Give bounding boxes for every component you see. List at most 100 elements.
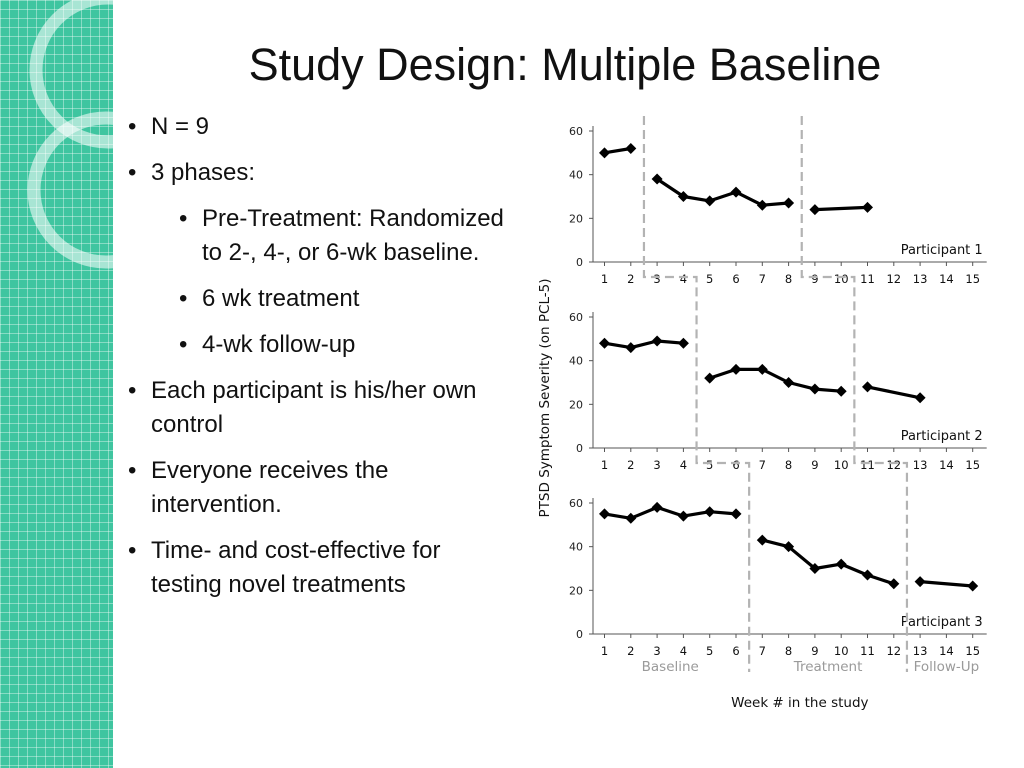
data-point [677, 191, 689, 202]
data-point [783, 377, 795, 388]
data-point [625, 142, 637, 154]
x-tick-label: 10 [834, 644, 849, 658]
x-tick-label: 15 [965, 644, 980, 658]
x-tick-label: 5 [706, 644, 713, 658]
x-tick-label: 8 [785, 458, 792, 472]
x-tick-label: 8 [785, 644, 792, 658]
x-tick-label: 7 [759, 458, 766, 472]
y-axis-title: PTSD Symptom Severity (on PCL-5) [537, 279, 553, 518]
x-tick-label: 12 [886, 458, 901, 472]
x-tick-label: 1 [601, 272, 608, 286]
bullet-list: N = 9 3 phases: Pre-Treatment: Randomize… [128, 110, 513, 614]
data-point [809, 383, 821, 395]
participant-label: Participant 3 [901, 615, 983, 630]
x-tick-label: 11 [860, 458, 875, 472]
series-line [867, 385, 921, 400]
data-point [862, 201, 873, 213]
series-line [604, 505, 737, 520]
y-tick-label: 20 [569, 584, 583, 597]
x-tick-label: 14 [939, 458, 954, 472]
data-point [756, 534, 768, 546]
data-point [599, 508, 610, 520]
data-point [888, 578, 900, 590]
data-point [809, 563, 821, 574]
data-point [677, 510, 689, 522]
participant-label: Participant 1 [901, 243, 983, 258]
x-tick-label: 2 [627, 458, 634, 472]
y-tick-label: 0 [576, 256, 583, 269]
y-tick-label: 40 [569, 541, 583, 554]
data-point [967, 580, 979, 592]
series-line [814, 205, 868, 212]
bullet-item: Each participant is his/her own control [128, 374, 513, 442]
x-tick-label: 9 [811, 644, 818, 658]
data-point [704, 506, 716, 518]
data-point [704, 372, 716, 384]
bullet-item: 3 phases: [128, 156, 513, 190]
phase-label: Follow-Up [914, 659, 980, 675]
y-tick-label: 20 [569, 212, 583, 225]
y-tick-label: 60 [569, 497, 583, 510]
data-point [809, 204, 821, 216]
x-tick-label: 6 [732, 458, 739, 472]
x-tick-label: 10 [834, 272, 849, 286]
y-tick-label: 60 [569, 311, 583, 324]
x-tick-label: 12 [886, 272, 901, 286]
bullet-item: Time- and cost-effective for testing nov… [128, 534, 513, 602]
phase-label: Baseline [642, 659, 699, 675]
y-tick-label: 0 [576, 442, 583, 455]
data-point [914, 576, 926, 588]
series-line [656, 177, 789, 207]
x-tick-label: 13 [913, 644, 928, 658]
x-tick-label: 7 [759, 272, 766, 286]
sub-bullet-item: 4-wk follow-up [179, 328, 513, 362]
data-point [599, 147, 610, 159]
x-tick-label: 6 [732, 272, 739, 286]
x-tick-label: 13 [913, 458, 928, 472]
x-tick-label: 13 [913, 272, 928, 286]
data-point [651, 335, 663, 347]
y-tick-label: 0 [576, 628, 583, 641]
data-point [625, 512, 637, 524]
x-tick-label: 1 [601, 458, 608, 472]
x-tick-label: 4 [680, 272, 687, 286]
data-point [756, 199, 768, 211]
data-point [783, 541, 795, 553]
data-point [704, 195, 716, 207]
data-point [730, 508, 742, 520]
x-tick-label: 6 [732, 644, 739, 658]
x-tick-label: 3 [653, 644, 660, 658]
data-point [835, 385, 847, 397]
x-tick-label: 8 [785, 272, 792, 286]
data-point [862, 381, 873, 393]
decorative-sidebar [0, 0, 113, 768]
sub-bullet-item: Pre-Treatment: Randomized to 2-, 4-, or … [179, 202, 513, 270]
y-tick-label: 20 [569, 398, 583, 411]
y-tick-label: 40 [569, 355, 583, 368]
data-point [730, 186, 742, 198]
series-line [761, 538, 895, 586]
data-point [783, 197, 795, 209]
data-point [835, 558, 847, 570]
bullet-item: Everyone receives the intervention. [128, 454, 513, 522]
x-tick-label: 11 [860, 644, 875, 658]
x-tick-label: 5 [706, 272, 713, 286]
x-tick-label: 5 [706, 458, 713, 472]
y-tick-label: 60 [569, 125, 583, 138]
x-tick-label: 15 [965, 272, 980, 286]
sub-bullet-item: 6 wk treatment [179, 282, 513, 316]
data-point [914, 392, 926, 404]
data-point [677, 337, 689, 349]
slide-title: Study Design: Multiple Baseline [248, 39, 882, 90]
phase-change-line [642, 116, 751, 672]
phase-change-line [800, 116, 909, 672]
y-tick-label: 40 [569, 169, 583, 182]
data-point [730, 363, 742, 375]
series-line [919, 580, 973, 588]
x-tick-label: 1 [601, 644, 608, 658]
x-tick-label: 4 [680, 458, 687, 472]
bullet-item: N = 9 [128, 110, 513, 144]
data-point [756, 363, 768, 375]
x-tick-label: 9 [811, 272, 818, 286]
